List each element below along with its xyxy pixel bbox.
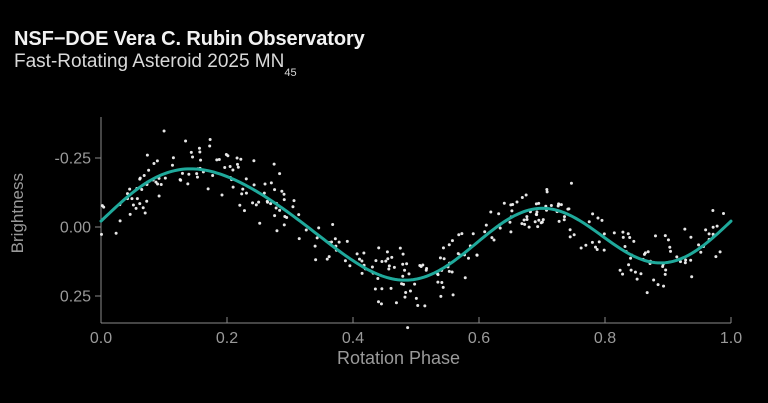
svg-text:-0.25: -0.25 [55, 151, 92, 168]
svg-text:0.00: 0.00 [60, 220, 91, 237]
svg-text:0.0: 0.0 [90, 330, 112, 347]
svg-text:1.0: 1.0 [720, 330, 742, 347]
svg-text:0.8: 0.8 [594, 330, 616, 347]
svg-text:0.25: 0.25 [60, 289, 91, 306]
svg-text:0.6: 0.6 [468, 330, 490, 347]
svg-text:0.4: 0.4 [342, 330, 364, 347]
svg-text:0.2: 0.2 [216, 330, 238, 347]
